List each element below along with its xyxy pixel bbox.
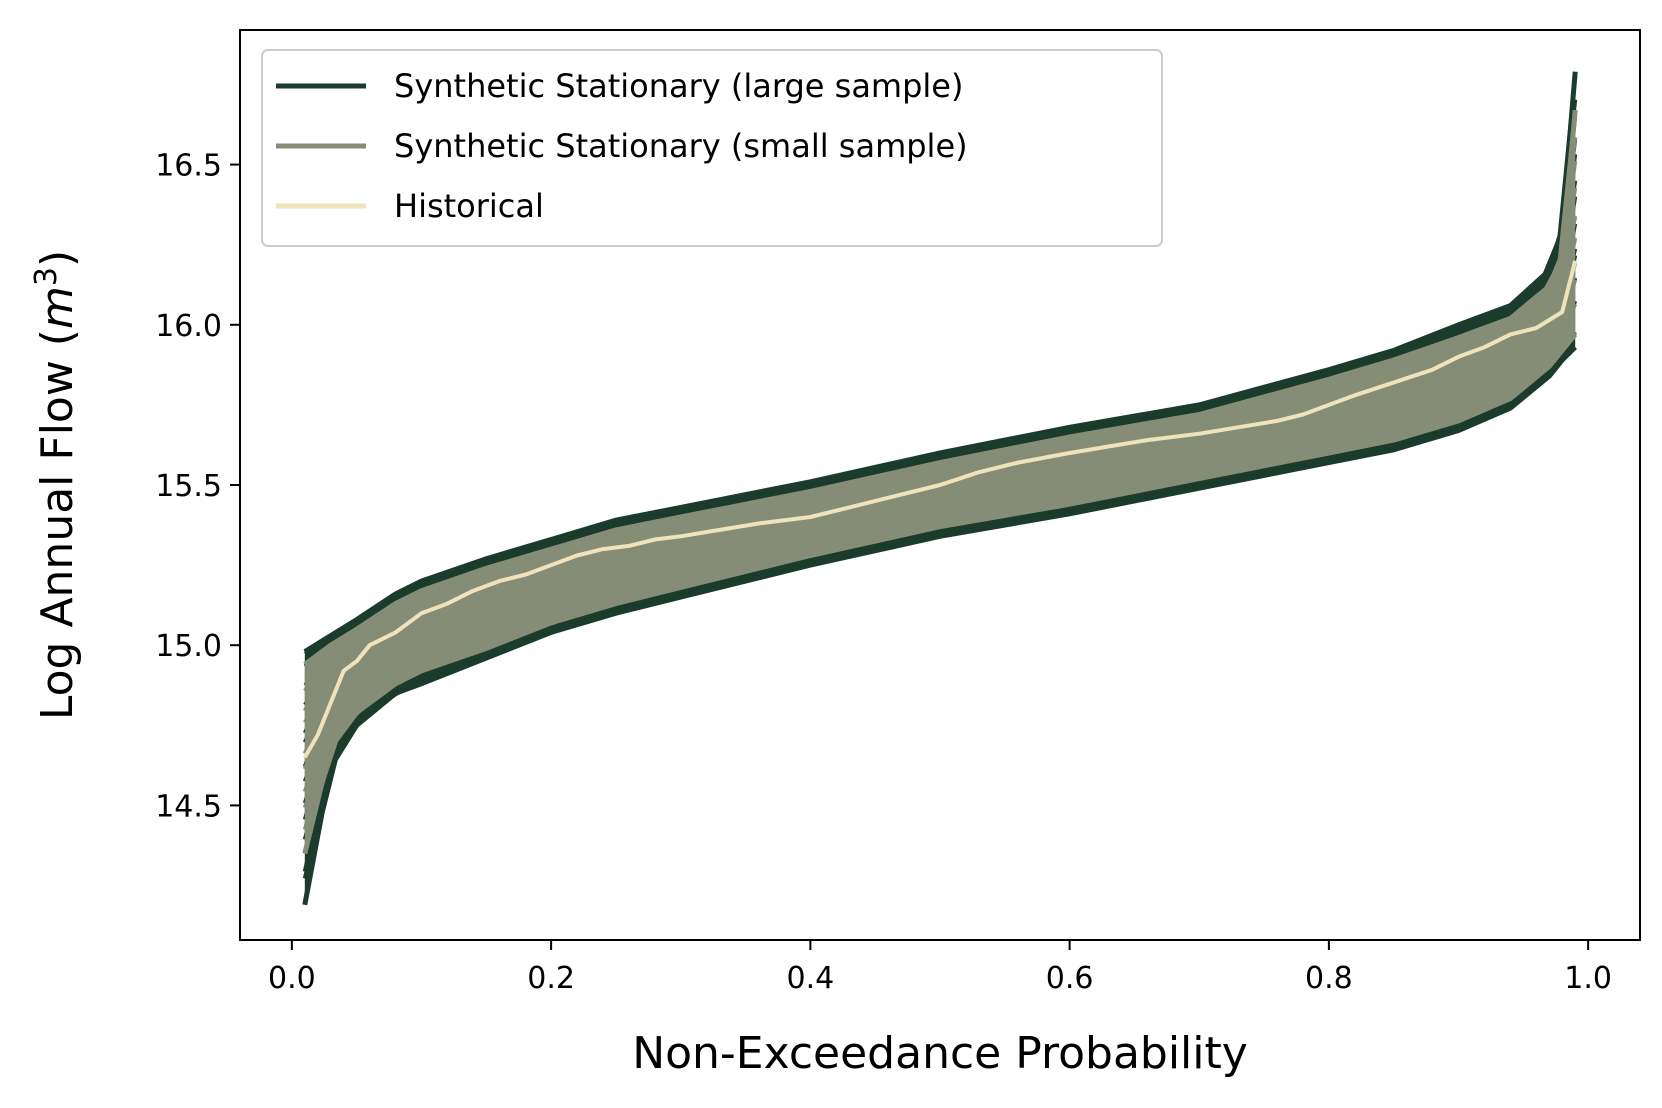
- series-trace: [302, 237, 1578, 770]
- series-trace: [302, 215, 1578, 755]
- y-tick-label: 15.5: [155, 469, 222, 504]
- series-trace: [302, 279, 1578, 809]
- y-tick-label: 15.0: [155, 629, 222, 664]
- x-tick-label: 0.4: [787, 961, 835, 996]
- series-edge-upper: [303, 71, 1578, 654]
- y-tick-label: 14.5: [155, 789, 222, 824]
- legend-label-large-sample: Synthetic Stationary (large sample): [394, 67, 963, 105]
- series-layer: [302, 71, 1578, 906]
- x-axis-title: Non-Exceedance Probability: [632, 1028, 1248, 1079]
- y-tick-label: 16.5: [155, 149, 222, 184]
- x-tick-label: 0.8: [1305, 961, 1353, 996]
- x-tick-label: 0.0: [268, 961, 316, 996]
- series-edge-lower: [302, 345, 1577, 906]
- series-edge-lower: [302, 332, 1578, 855]
- legend-box: [261, 49, 1163, 247]
- legend-label-small-sample: Synthetic Stationary (small sample): [394, 127, 968, 165]
- y-tick-label: 16.0: [155, 309, 222, 344]
- series-historical-line: [303, 260, 1578, 759]
- series-trace: [302, 303, 1578, 831]
- series-trace: [302, 262, 1578, 793]
- x-tick-label: 1.0: [1564, 961, 1612, 996]
- x-axis-ticks: 0.0 0.2 0.4 0.6 0.8 1.0: [268, 940, 1612, 996]
- x-tick-label: 0.6: [1046, 961, 1094, 996]
- x-tick-label: 0.2: [527, 961, 575, 996]
- series-edge-upper: [303, 109, 1578, 667]
- series-trace: [303, 137, 1578, 693]
- legend-label-historical: Historical: [394, 187, 544, 225]
- y-axis-ticks: 14.5 15.0 15.5 16.0 16.5: [155, 149, 240, 824]
- legend: Synthetic Stationary (large sample) Synt…: [261, 49, 1163, 247]
- y-axis-title: Log Annual Flow (m3): [29, 250, 83, 720]
